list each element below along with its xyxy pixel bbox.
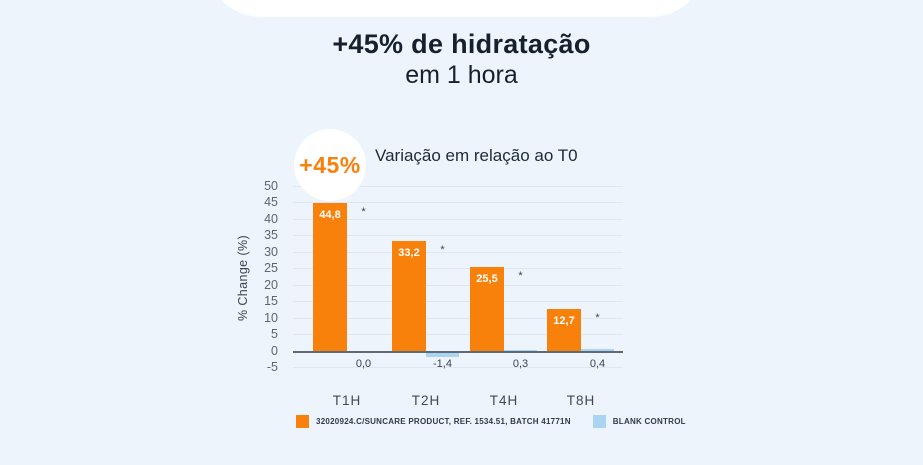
product-bar-value: 44,8 (319, 209, 341, 222)
y-tick-label: -5 (266, 360, 278, 374)
control-bar-t2h (426, 352, 459, 358)
gridline (293, 235, 623, 237)
percent-badge: +45% (294, 129, 366, 201)
y-tick-label: 40 (264, 211, 278, 226)
gridline (293, 251, 623, 253)
legend-label: BLANK CONTROL (612, 417, 686, 426)
control-bar-value: 0,0 (355, 357, 372, 370)
legend-label: 32020924.C/SUNCARE PRODUCT, REF. 1534.51… (316, 417, 571, 426)
y-tick-label: 0 (271, 343, 278, 358)
significance-marker: * (518, 269, 523, 282)
product-bar-value: 25,5 (476, 272, 498, 285)
x-category-label-t4h: T4H (489, 393, 519, 408)
y-tick-label: 50 (264, 179, 278, 193)
product-bar-value: 12,7 (553, 314, 575, 327)
chart-title: Variação em relação ao T0 (375, 146, 578, 165)
chart-legend: 32020924.C/SUNCARE PRODUCT, REF. 1534.51… (296, 415, 686, 428)
legend-swatch (592, 415, 606, 428)
control-bar-t8h (581, 349, 614, 351)
x-category-label-t1h: T1H (332, 393, 362, 408)
product-bar-t8h (547, 308, 581, 351)
significance-marker: * (595, 311, 600, 324)
legend-swatch (296, 415, 309, 428)
control-bar-value: -1,4 (433, 357, 452, 370)
gridline (293, 268, 623, 270)
headline: +45% de hidratação em 1 hora (0, 28, 923, 90)
gridline (293, 202, 623, 204)
legend-item: BLANK CONTROL (592, 415, 686, 428)
y-tick-label: 5 (271, 327, 278, 342)
control-bar-value: 0,4 (589, 357, 606, 370)
gridline (293, 301, 623, 303)
y-tick-label: 15 (264, 294, 278, 309)
legend-item: 32020924.C/SUNCARE PRODUCT, REF. 1534.51… (296, 415, 571, 428)
y-tick-label: 25 (264, 261, 278, 276)
significance-marker: * (361, 206, 366, 219)
control-bar-value: 0,3 (512, 357, 529, 370)
product-bar-t4h (470, 266, 504, 351)
y-tick-label: 35 (264, 228, 278, 243)
gridline (293, 284, 623, 286)
product-bar-t1h (313, 203, 347, 351)
significance-marker: * (440, 244, 445, 257)
y-tick-label: 20 (264, 277, 278, 292)
x-axis-line (293, 350, 623, 353)
gridline (293, 334, 623, 336)
plot-area: 44,8 * 0,0 T1H 33,2 * -1,4 T2H 25,5 * 0,3 T4H 12,7 * 0… (293, 186, 623, 408)
y-tick-label: 10 (264, 310, 278, 325)
product-bar-value: 33,2 (398, 247, 420, 260)
product-bar-t2h (392, 241, 426, 351)
x-category-label-t2h: T2H (411, 393, 441, 408)
control-bar-t4h (504, 349, 537, 351)
y-tick-label: 30 (264, 244, 278, 259)
gridline (293, 367, 623, 368)
gridline (293, 186, 623, 187)
x-category-label-t8h: T8H (566, 393, 596, 408)
percent-badge-value: +45% (299, 151, 361, 178)
top-card-edge (204, 0, 708, 17)
gridline (293, 317, 623, 319)
headline-line2: em 1 hora (405, 61, 518, 89)
y-tick-label: 45 (264, 195, 278, 210)
gridline (293, 218, 623, 220)
headline-line1: +45% de hidratação (332, 29, 591, 59)
